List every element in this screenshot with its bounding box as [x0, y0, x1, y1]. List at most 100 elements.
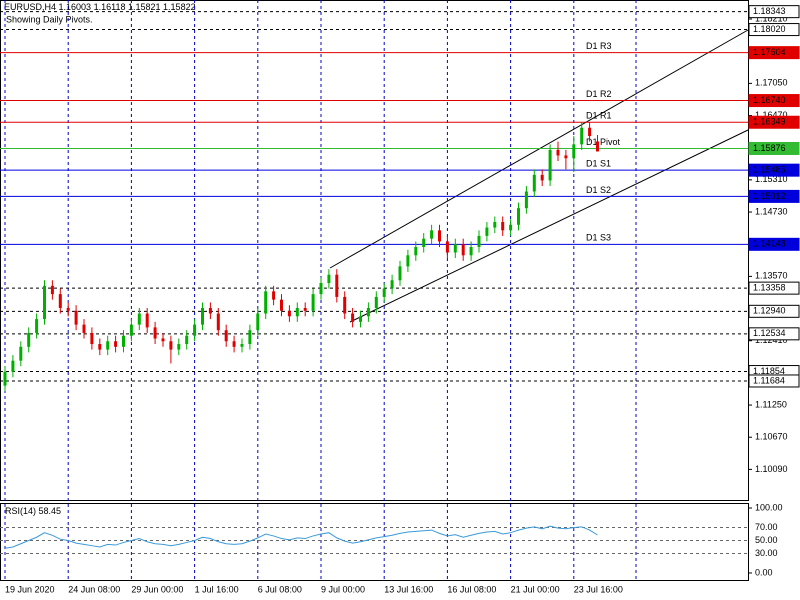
y-tick-label: 1.14730: [755, 206, 788, 216]
level-box: [748, 5, 800, 19]
level-name: D1 Pivot: [586, 137, 621, 147]
candle-body: [50, 285, 54, 295]
x-tick-label: 19 Jun 2020: [5, 584, 55, 594]
level-value: 1.12940: [753, 306, 786, 316]
candle-body: [240, 344, 244, 347]
candle-body: [287, 310, 291, 317]
candle-body: [3, 371, 7, 386]
x-tick-label: 24 Jun 08:00: [68, 584, 120, 594]
level-value: 1.16740: [753, 95, 786, 105]
level-name: D1 R1: [586, 111, 612, 121]
candle-body: [422, 238, 426, 247]
level-box: [748, 141, 800, 155]
level-box: [748, 189, 800, 203]
y-tick-label: 100.00: [755, 502, 783, 512]
level-value: 1.18020: [753, 24, 786, 34]
candle-body: [303, 307, 307, 311]
high: 1.16118: [94, 2, 126, 12]
candle-body: [501, 222, 505, 231]
candle-body: [524, 191, 528, 209]
candle-body: [461, 244, 465, 256]
candle-body: [564, 155, 568, 159]
candle-body: [256, 313, 260, 331]
y-tick-label: 0.00: [755, 567, 773, 577]
candle-body: [509, 224, 513, 231]
level-value: 1.11684: [753, 375, 785, 385]
candle-body: [453, 244, 457, 253]
candle-body: [382, 288, 386, 297]
candle-body: [145, 313, 149, 328]
candle-body: [232, 341, 236, 347]
candle-body: [327, 274, 331, 284]
candle-body: [66, 307, 70, 311]
candle-body: [556, 149, 560, 156]
x-tick-label: 1 Jul 16:00: [195, 584, 239, 594]
candle-body: [485, 227, 489, 236]
candle-body: [224, 330, 228, 342]
y-tick-label: 1.18210: [755, 13, 788, 23]
candle-body: [311, 294, 315, 311]
open: 1.16003: [59, 2, 92, 12]
candle-body: [208, 307, 212, 314]
y-tick-label: 70.00: [755, 522, 778, 532]
candle-body: [106, 341, 110, 350]
x-tick-label: 6 Jul 08:00: [258, 584, 302, 594]
level-value: 1.15876: [753, 143, 786, 153]
candle-body: [335, 274, 339, 297]
candle-body: [374, 296, 378, 308]
y-tick-label: 1.13570: [755, 271, 788, 281]
candle-body: [343, 296, 347, 314]
candle-body: [390, 280, 394, 289]
candle-body: [74, 310, 78, 325]
level-box: [748, 163, 800, 177]
symbol: EURUSD,H4: [4, 2, 56, 12]
x-tick-label: 29 Jun 00:00: [131, 584, 183, 594]
candle-body: [588, 127, 592, 137]
level-box: [748, 115, 800, 129]
level-value: 1.15012: [753, 191, 786, 201]
candle-body: [169, 341, 173, 350]
level-box: [748, 94, 800, 108]
channel-lower: [349, 129, 749, 323]
candle-body: [438, 230, 441, 242]
candle-body: [129, 324, 133, 336]
rsi-last: 58.45: [39, 506, 62, 516]
y-tick-label: 30.00: [755, 548, 778, 558]
level-value: 1.14148: [753, 239, 786, 249]
level-name: D1 S2: [586, 185, 611, 195]
candle-body: [11, 360, 15, 372]
level-value: 1.12534: [753, 328, 786, 338]
candle-body: [122, 335, 125, 347]
y-tick-label: 1.10090: [755, 464, 788, 474]
candle-body: [430, 230, 434, 239]
candle-body: [517, 208, 520, 225]
candle-body: [43, 285, 46, 320]
channel-upper: [329, 29, 749, 269]
candle-body: [572, 144, 576, 159]
candle-body: [596, 141, 599, 152]
candle-body: [264, 291, 268, 314]
level-box: [748, 237, 800, 251]
candle-body: [177, 344, 181, 350]
subtitle: Showing Daily Pivots.: [6, 14, 93, 24]
candle-body: [35, 319, 39, 333]
candle-body: [414, 246, 418, 256]
candle-body: [161, 338, 165, 342]
level-value: 1.16349: [753, 117, 786, 127]
candle-body: [137, 313, 141, 325]
level-value: 1.11854: [753, 366, 785, 376]
candle-body: [19, 346, 23, 361]
level-box: [748, 281, 800, 295]
level-value: 1.17604: [753, 47, 786, 57]
level-name: D1 R3: [586, 41, 612, 51]
level-box: [748, 304, 800, 318]
level-name: D1 R2: [586, 89, 612, 99]
x-tick-label: 21 Jul 00:00: [511, 584, 560, 594]
x-tick-label: 16 Jul 08:00: [447, 584, 496, 594]
close: 1.15822: [163, 2, 196, 12]
y-tick-label: 1.17050: [755, 78, 788, 88]
candle-body: [185, 335, 189, 345]
rsi-panel: [0, 503, 749, 581]
